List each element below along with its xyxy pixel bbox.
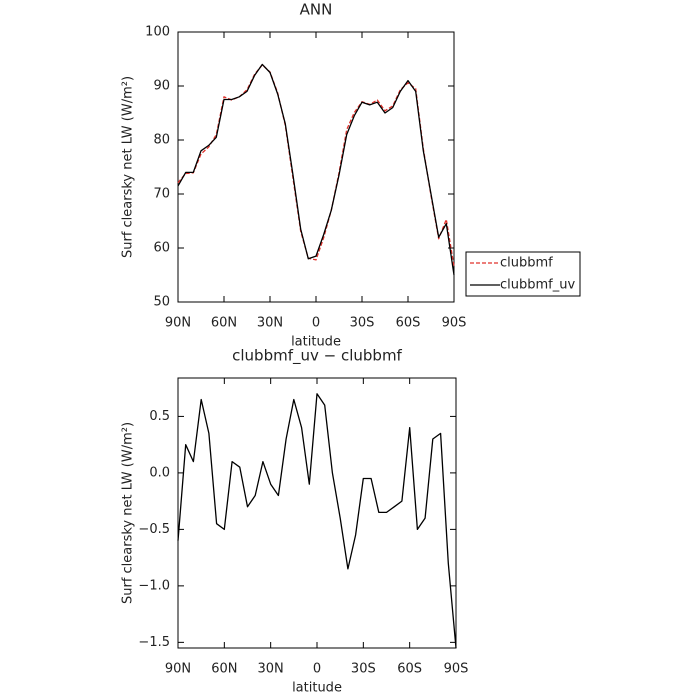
x-tick-label: 30N bbox=[257, 316, 283, 331]
x-tick-label: 90N bbox=[165, 662, 191, 677]
y-tick-label: 50 bbox=[153, 295, 170, 310]
y-tick-label: 80 bbox=[153, 133, 170, 148]
x-tick-label: 60N bbox=[211, 662, 237, 677]
x-tick-label: 90S bbox=[442, 316, 467, 331]
chart-title: clubbmf_uv − clubbmf bbox=[232, 347, 402, 366]
y-axis-label: Surf clearsky net LW (W/m²) bbox=[121, 76, 136, 258]
y-tick-label: −0.5 bbox=[138, 522, 170, 537]
x-tick-label: 90N bbox=[165, 316, 191, 331]
x-axis-label: latitude bbox=[292, 681, 342, 696]
y-tick-label: 0.5 bbox=[149, 409, 170, 424]
legend-label: clubbmf_uv bbox=[500, 278, 575, 293]
x-tick-label: 30S bbox=[350, 316, 375, 331]
legend-label: clubbmf bbox=[500, 256, 553, 271]
y-tick-label: 70 bbox=[153, 187, 170, 202]
plot-frame bbox=[177, 31, 455, 303]
x-tick-label: 30N bbox=[258, 662, 284, 677]
x-tick-label: 0 bbox=[312, 316, 320, 331]
series-line bbox=[177, 63, 455, 276]
y-tick-label: −1.5 bbox=[138, 635, 170, 650]
chart-title: ANN bbox=[300, 1, 333, 19]
x-tick-label: 90S bbox=[444, 662, 469, 677]
series-line bbox=[177, 393, 457, 649]
x-tick-label: 60S bbox=[396, 316, 421, 331]
y-tick-label: 60 bbox=[153, 241, 170, 256]
x-axis-label: latitude bbox=[291, 335, 341, 350]
y-tick-label: −1.0 bbox=[138, 578, 170, 593]
plot-frame bbox=[177, 377, 457, 649]
x-tick-label: 60N bbox=[211, 316, 237, 331]
y-axis-label: Surf clearsky net LW (W/m²) bbox=[121, 422, 136, 604]
series-line bbox=[177, 64, 455, 267]
x-tick-label: 30S bbox=[351, 662, 376, 677]
x-tick-label: 60S bbox=[397, 662, 422, 677]
y-tick-label: 100 bbox=[145, 25, 170, 40]
legend-box bbox=[465, 251, 581, 297]
y-tick-label: 0.0 bbox=[149, 465, 170, 480]
y-tick-label: 90 bbox=[153, 79, 170, 94]
x-tick-label: 0 bbox=[313, 662, 321, 677]
